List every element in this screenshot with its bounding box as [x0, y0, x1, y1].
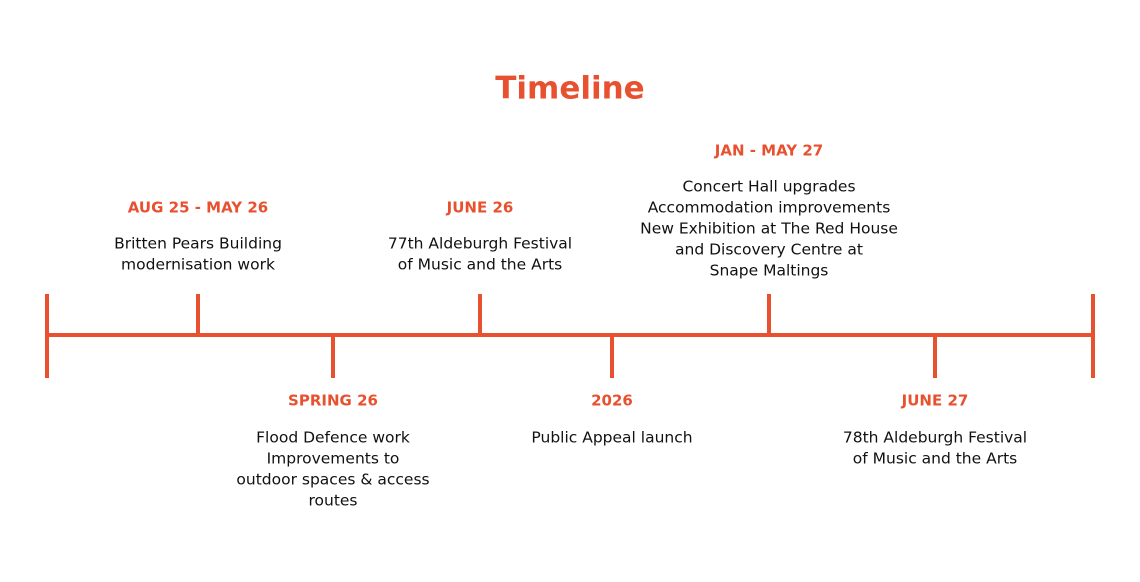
event-description: outdoor spaces & access: [236, 471, 429, 489]
event-description: routes: [308, 492, 357, 510]
event-description: Public Appeal launch: [531, 429, 692, 447]
event-description: Accommodation improvements: [648, 199, 891, 217]
event-description: Improvements to: [267, 450, 400, 468]
event-date: AUG 25 - MAY 26: [128, 199, 268, 217]
event-description: Concert Hall upgrades: [682, 178, 855, 196]
event-description: Britten Pears Building: [114, 235, 282, 253]
title: Timeline: [495, 71, 644, 107]
event-description: New Exhibition at The Red House: [640, 220, 898, 238]
event-description: of Music and the Arts: [853, 450, 1017, 468]
event-description: modernisation work: [121, 256, 275, 274]
event-description: Flood Defence work: [256, 429, 410, 447]
event-description: 78th Aldeburgh Festival: [843, 429, 1027, 447]
event-description: Snape Maltings: [710, 262, 829, 280]
event-description: 77th Aldeburgh Festival: [388, 235, 572, 253]
event-date: SPRING 26: [288, 392, 378, 410]
event-description: and Discovery Centre at: [675, 241, 863, 259]
event-date: 2026: [591, 392, 633, 410]
event-date: JUNE 27: [901, 392, 969, 410]
event-date: JUNE 26: [446, 199, 514, 217]
event-date: JAN - MAY 27: [714, 142, 823, 160]
event-description: of Music and the Arts: [398, 256, 562, 274]
